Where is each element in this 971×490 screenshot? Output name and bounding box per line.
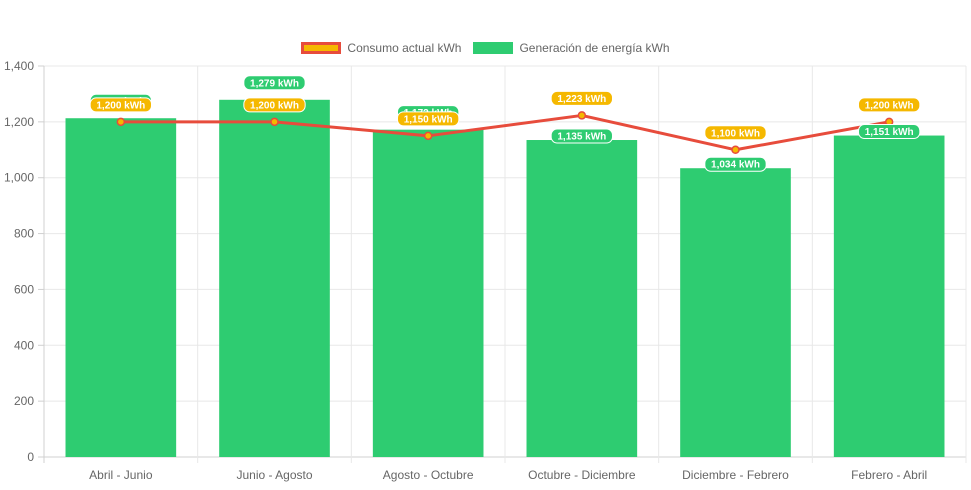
point-consumo[interactable] (731, 145, 740, 155)
y-tick-label: 1,200 (4, 115, 34, 129)
y-tick-label: 200 (14, 394, 34, 408)
bar-generacion[interactable] (680, 168, 791, 457)
data-label-consumo: 1,223 kWh (557, 94, 606, 105)
legend-item-consumo[interactable]: Consumo actual kWh (301, 41, 461, 55)
data-label-generacion-box (858, 124, 921, 140)
x-tick-label: Abril - Junio (89, 468, 153, 482)
point-consumo[interactable] (577, 111, 587, 120)
bar-generacion[interactable] (833, 135, 945, 457)
legend-label-generacion: Generación de energía kWh (519, 41, 670, 55)
data-label-generacion: 1,135 kWh (557, 132, 606, 143)
data-label-consumo-box (397, 111, 460, 127)
line-consumo (120, 113, 890, 152)
y-tick-label: 600 (14, 282, 34, 296)
data-label-consumo: 1,200 kWh (96, 100, 145, 111)
bar-generacion[interactable] (526, 140, 638, 457)
data-label-consumo: 1,100 kWh (711, 128, 760, 139)
y-tick-label: 1,400 (4, 59, 34, 73)
data-label-generacion: 1,279 kWh (250, 78, 299, 89)
legend-item-generacion[interactable]: Generación de energía kWh (473, 41, 670, 55)
bar-generacion[interactable] (372, 129, 484, 458)
legend-swatch-generacion (473, 42, 514, 54)
x-tick-label: Octubre - Diciembre (528, 468, 636, 482)
data-label-consumo-box (704, 125, 767, 141)
legend-swatch-consumo (301, 42, 342, 54)
x-tick-label: Agosto - Octubre (383, 468, 474, 482)
data-label-generacion-box (243, 75, 306, 91)
y-tick-label: 400 (14, 338, 34, 352)
point-consumo[interactable] (270, 117, 279, 127)
data-label-consumo: 1,150 kWh (404, 114, 453, 125)
data-label-generacion-box (704, 156, 767, 172)
bar-generacion[interactable] (65, 118, 177, 457)
data-label-consumo: 1,200 kWh (250, 100, 299, 111)
data-label-generacion-box (550, 128, 613, 144)
legend: Consumo actual kWh Generación de energía… (0, 41, 971, 55)
data-label-consumo-box (243, 97, 306, 113)
data-label-consumo: 1,200 kWh (865, 100, 914, 111)
point-consumo[interactable] (116, 117, 126, 127)
x-tick-label: Diciembre - Febrero (682, 468, 789, 482)
legend-label-consumo: Consumo actual kWh (347, 41, 462, 55)
data-label-consumo-box (550, 90, 613, 106)
data-label-generacion: 1,034 kWh (711, 160, 760, 171)
point-consumo[interactable] (423, 131, 433, 141)
data-label-generacion: 1,151 kWh (865, 127, 914, 138)
bar-generacion[interactable] (219, 99, 330, 457)
y-tick-label: 800 (14, 227, 34, 241)
data-label-consumo-box (858, 97, 921, 113)
x-tick-label: Febrero - Abril (851, 468, 927, 482)
y-tick-label: 0 (27, 450, 34, 464)
x-tick-label: Junio - Agosto (236, 468, 312, 482)
y-tick-label: 1,000 (4, 171, 34, 185)
data-label-consumo-box (89, 97, 152, 113)
